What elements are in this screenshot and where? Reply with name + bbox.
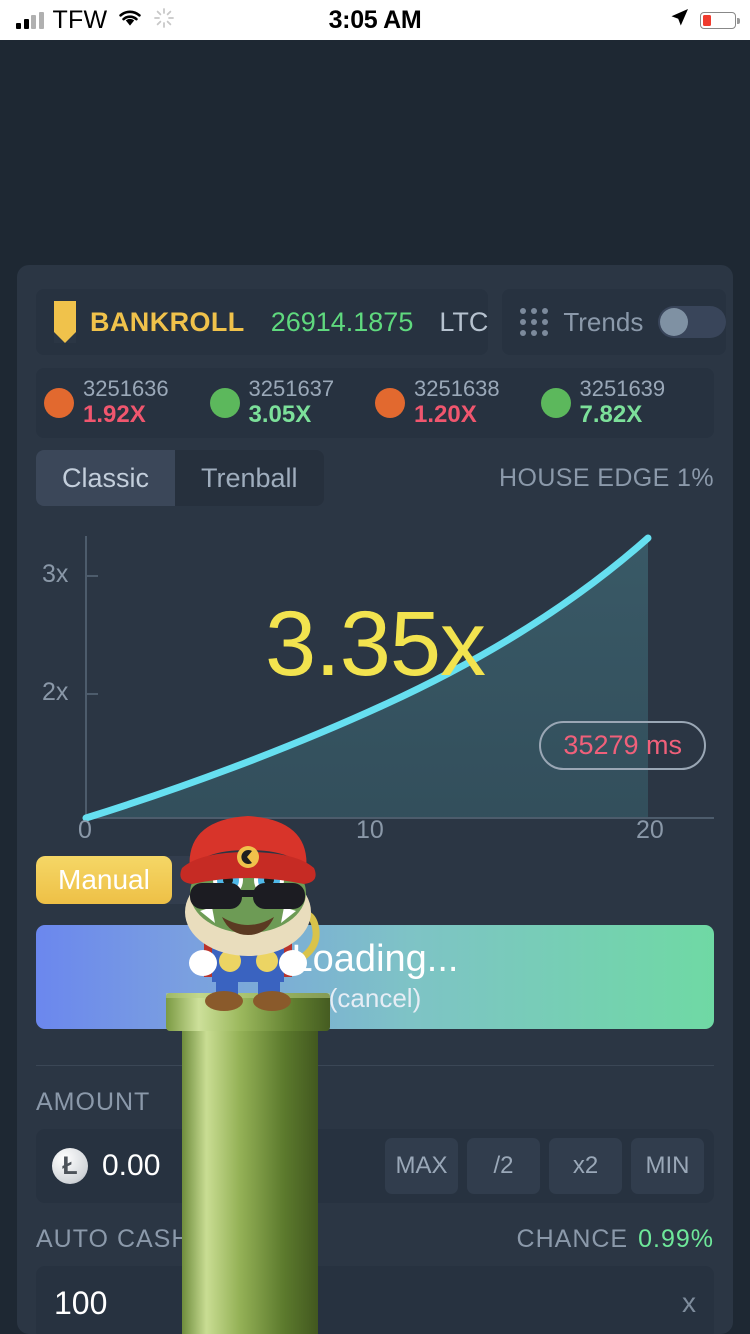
- y-tick-2x: 2x: [42, 678, 69, 706]
- bet-mode-row: Manual Auto: [36, 856, 714, 904]
- auto-cashout-field[interactable]: 100 x: [36, 1266, 714, 1334]
- mode-segmented-control: Classic Trenball: [36, 450, 324, 506]
- tab-manual[interactable]: Manual: [36, 856, 172, 904]
- x-tick-0: 0: [78, 816, 92, 844]
- history-status-dot: [44, 388, 74, 418]
- game-history-bar: 3251636 1.92X 3251637 3.05X 3251638 1.20…: [36, 368, 714, 438]
- game-panel: BANKROLL 26914.1875 LTC Trends 3251636 1…: [17, 265, 733, 1334]
- x-tick-20: 20: [636, 816, 664, 844]
- location-arrow-icon: [669, 7, 690, 33]
- amount-max-button[interactable]: MAX: [385, 1138, 458, 1194]
- bankroll-label: BANKROLL: [90, 306, 245, 337]
- history-game-id: 3251636: [83, 376, 169, 402]
- bet-mode-segmented-control: Manual Auto: [36, 856, 274, 904]
- history-status-dot: [540, 388, 571, 418]
- history-multiplier: 3.05X: [248, 400, 312, 428]
- history-game-id: 3251639: [579, 376, 666, 402]
- chance-value: 0.99%: [638, 1225, 714, 1253]
- auto-cashout-value[interactable]: 100: [54, 1284, 108, 1321]
- carrier-label: TFW: [52, 5, 108, 34]
- bet-button-cancel-label[interactable]: (cancel): [328, 983, 422, 1013]
- cellular-signal-icon: [16, 11, 44, 29]
- bankroll-value: 26914.1875: [270, 306, 414, 337]
- amount-value[interactable]: 0.00: [102, 1149, 161, 1182]
- auto-cashout-row: AUTO CASHOUT CHANCE 0.99%: [36, 1225, 714, 1254]
- history-multiplier: 7.82X: [579, 400, 643, 428]
- history-multiplier: 1.92X: [83, 400, 146, 428]
- bet-button-label: Loading...: [291, 938, 459, 980]
- history-item[interactable]: 3251637 3.05X: [209, 376, 376, 429]
- status-bar: TFW 3:05 AM: [0, 0, 750, 40]
- history-item[interactable]: 3251638 1.20X: [375, 377, 541, 429]
- chance-caption: CHANCE: [516, 1225, 629, 1253]
- y-tick-3x: 3x: [42, 560, 69, 588]
- history-game-id: 3251638: [414, 376, 500, 402]
- tab-trenball[interactable]: Trenball: [201, 463, 298, 493]
- history-multiplier: 1.20X: [414, 400, 477, 428]
- panel-top-row: BANKROLL 26914.1875 LTC Trends: [17, 265, 733, 355]
- bankroll-currency: LTC: [439, 306, 489, 337]
- amount-half-button[interactable]: /2: [467, 1138, 540, 1194]
- amount-field[interactable]: Ł 0.00 MAX /2 x2 MIN: [36, 1129, 714, 1203]
- tab-classic[interactable]: Classic: [36, 450, 176, 506]
- amount-min-button[interactable]: MIN: [631, 1138, 704, 1194]
- trends-label: Trends: [563, 306, 644, 337]
- battery-low-icon: [700, 11, 740, 29]
- current-multiplier: 3.35x: [264, 593, 486, 695]
- auto-cashout-label: AUTO CASHOUT: [36, 1225, 247, 1253]
- litecoin-coin-icon: Ł: [52, 1148, 88, 1184]
- x-tick-10: 10: [356, 816, 384, 844]
- history-status-dot: [375, 388, 405, 418]
- status-bar-clock: 3:05 AM: [328, 5, 422, 34]
- amount-label: AMOUNT: [36, 1088, 151, 1116]
- trends-toggle[interactable]: [658, 306, 727, 338]
- status-bar-left: TFW: [0, 6, 175, 35]
- bookmark-icon: [54, 301, 76, 343]
- bet-loading-button[interactable]: Loading... (cancel): [36, 925, 714, 1029]
- dot-grid-icon: [520, 308, 549, 336]
- chance-label: CHANCE 0.99%: [517, 1225, 714, 1254]
- mode-tab-row: Classic Trenball HOUSE EDGE 1%: [36, 450, 714, 506]
- history-item[interactable]: 3251639 7.82X: [540, 376, 707, 429]
- history-item[interactable]: 3251636 1.92X: [44, 377, 210, 429]
- auto-cashout-suffix: x: [682, 1287, 696, 1318]
- tab-auto[interactable]: Auto: [193, 864, 252, 895]
- history-status-dot: [209, 388, 240, 418]
- house-edge-label: HOUSE EDGE 1%: [499, 463, 714, 492]
- section-divider: [36, 1065, 714, 1066]
- amount-double-button[interactable]: x2: [549, 1138, 622, 1194]
- trends-card[interactable]: Trends: [502, 289, 727, 355]
- crash-chart: 3x 2x 0 10 20 3.35x 35279 ms: [36, 518, 714, 844]
- history-game-id: 3251637: [248, 376, 335, 402]
- status-bar-right: [669, 7, 740, 33]
- bankroll-card[interactable]: BANKROLL 26914.1875 LTC: [36, 289, 489, 355]
- wifi-icon: [116, 7, 144, 33]
- activity-spinner-icon: [153, 7, 175, 34]
- elapsed-time-badge: 35279 ms: [539, 721, 706, 770]
